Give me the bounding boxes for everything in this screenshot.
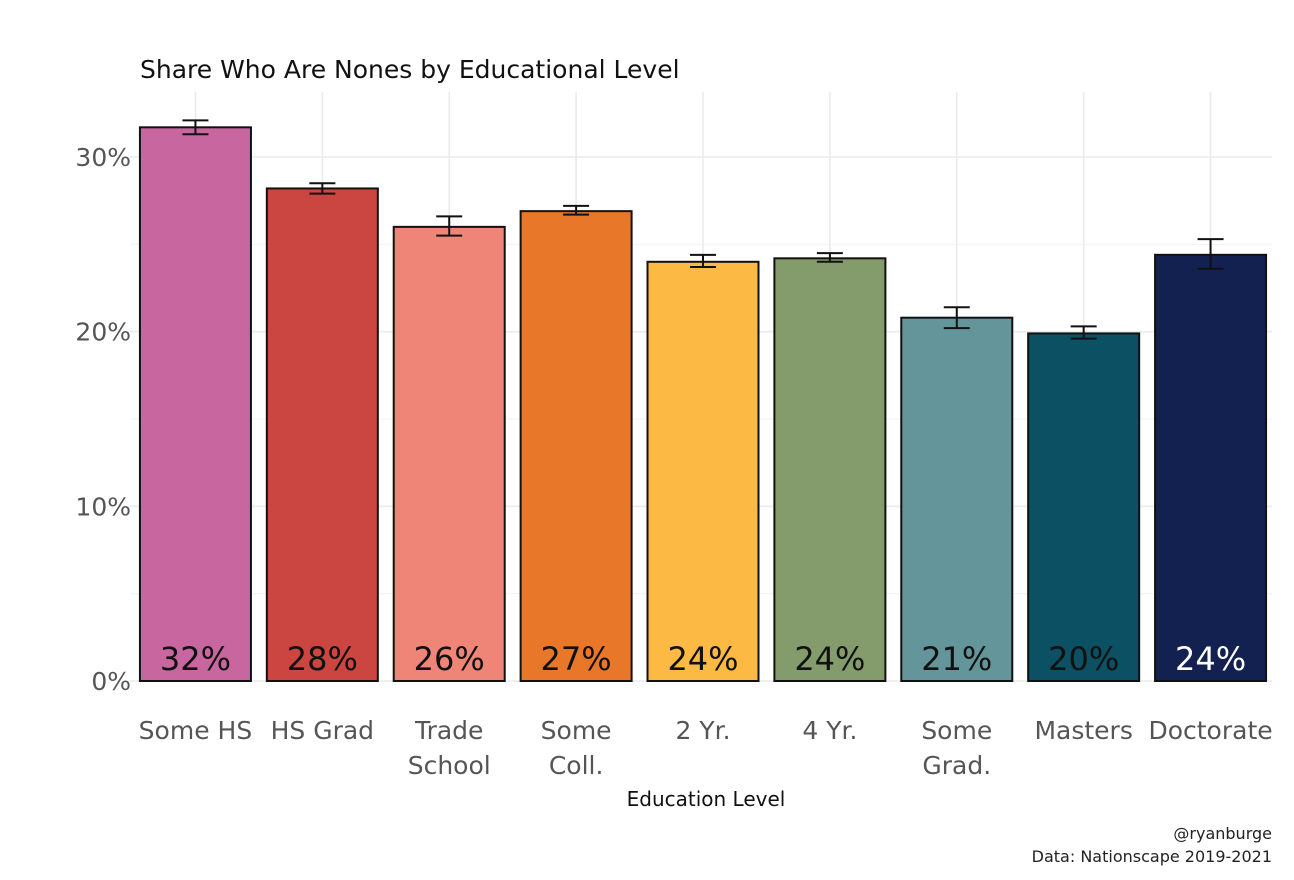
error-bar-7: [1070, 325, 1097, 340]
error-bar-4: [690, 253, 716, 269]
bars: [138, 126, 1268, 683]
bar-0: [138, 126, 252, 683]
bar-2: [392, 225, 506, 682]
x-axis-label: Education Level: [627, 787, 786, 811]
bar-7: [1027, 332, 1141, 682]
data-labels: 32% 28% 26% 27% 24% 24% 21% 20% 24%: [160, 640, 1246, 678]
x-tick-label-7: Masters: [1034, 716, 1132, 745]
data-label-7: 20%: [1048, 640, 1119, 678]
error-bar-2: [436, 215, 463, 237]
x-tick-label-1: HS Grad: [271, 716, 374, 745]
data-label-8: 24%: [1175, 640, 1246, 678]
bar-1: [265, 187, 379, 682]
x-tick-label-0: Some HS: [139, 716, 253, 745]
x-tick-label-2: Trade School: [408, 716, 491, 780]
y-tick-label-0: 0%: [91, 667, 131, 696]
y-axis: 0% 10% 20% 30%: [75, 143, 131, 696]
error-bar-3: [563, 204, 590, 216]
data-label-5: 24%: [794, 640, 865, 678]
y-tick-label-2: 20%: [75, 318, 131, 347]
error-bar-5: [816, 252, 843, 263]
error-bar-6: [943, 306, 970, 330]
caption-source: Data: Nationscape 2019-2021: [1032, 847, 1272, 866]
x-tick-label-8: Doctorate: [1148, 716, 1272, 745]
y-tick-label-3: 30%: [75, 143, 131, 172]
bar-5: [773, 257, 887, 682]
x-tick-label-3: Some Coll.: [541, 716, 612, 780]
bar-3: [519, 210, 633, 682]
bar-8: [1154, 253, 1268, 683]
bar-6: [900, 316, 1014, 682]
x-tick-label-6: Some Grad.: [921, 716, 992, 780]
error-bar-8: [1197, 238, 1224, 270]
error-bar-0: [182, 119, 209, 136]
data-label-2: 26%: [414, 640, 485, 678]
data-label-0: 32%: [160, 640, 231, 678]
y-tick-label-1: 10%: [75, 492, 131, 521]
error-bar-1: [309, 182, 336, 195]
x-tick-label-4: 2 Yr.: [675, 716, 730, 745]
bar-4: [646, 260, 760, 682]
x-axis: Some HS HS Grad Trade School Some Coll. 2 Yr. 4…: [139, 716, 1273, 780]
data-label-6: 21%: [921, 640, 992, 678]
error-bars: [182, 119, 1224, 340]
x-tick-label-5: 4 Yr.: [802, 716, 857, 745]
chart-title: Share Who Are Nones by Educational Level: [140, 55, 680, 84]
data-label-3: 27%: [541, 640, 612, 678]
caption-author: @ryanburge: [1173, 824, 1272, 843]
data-label-1: 28%: [287, 640, 358, 678]
data-label-4: 24%: [667, 640, 738, 678]
